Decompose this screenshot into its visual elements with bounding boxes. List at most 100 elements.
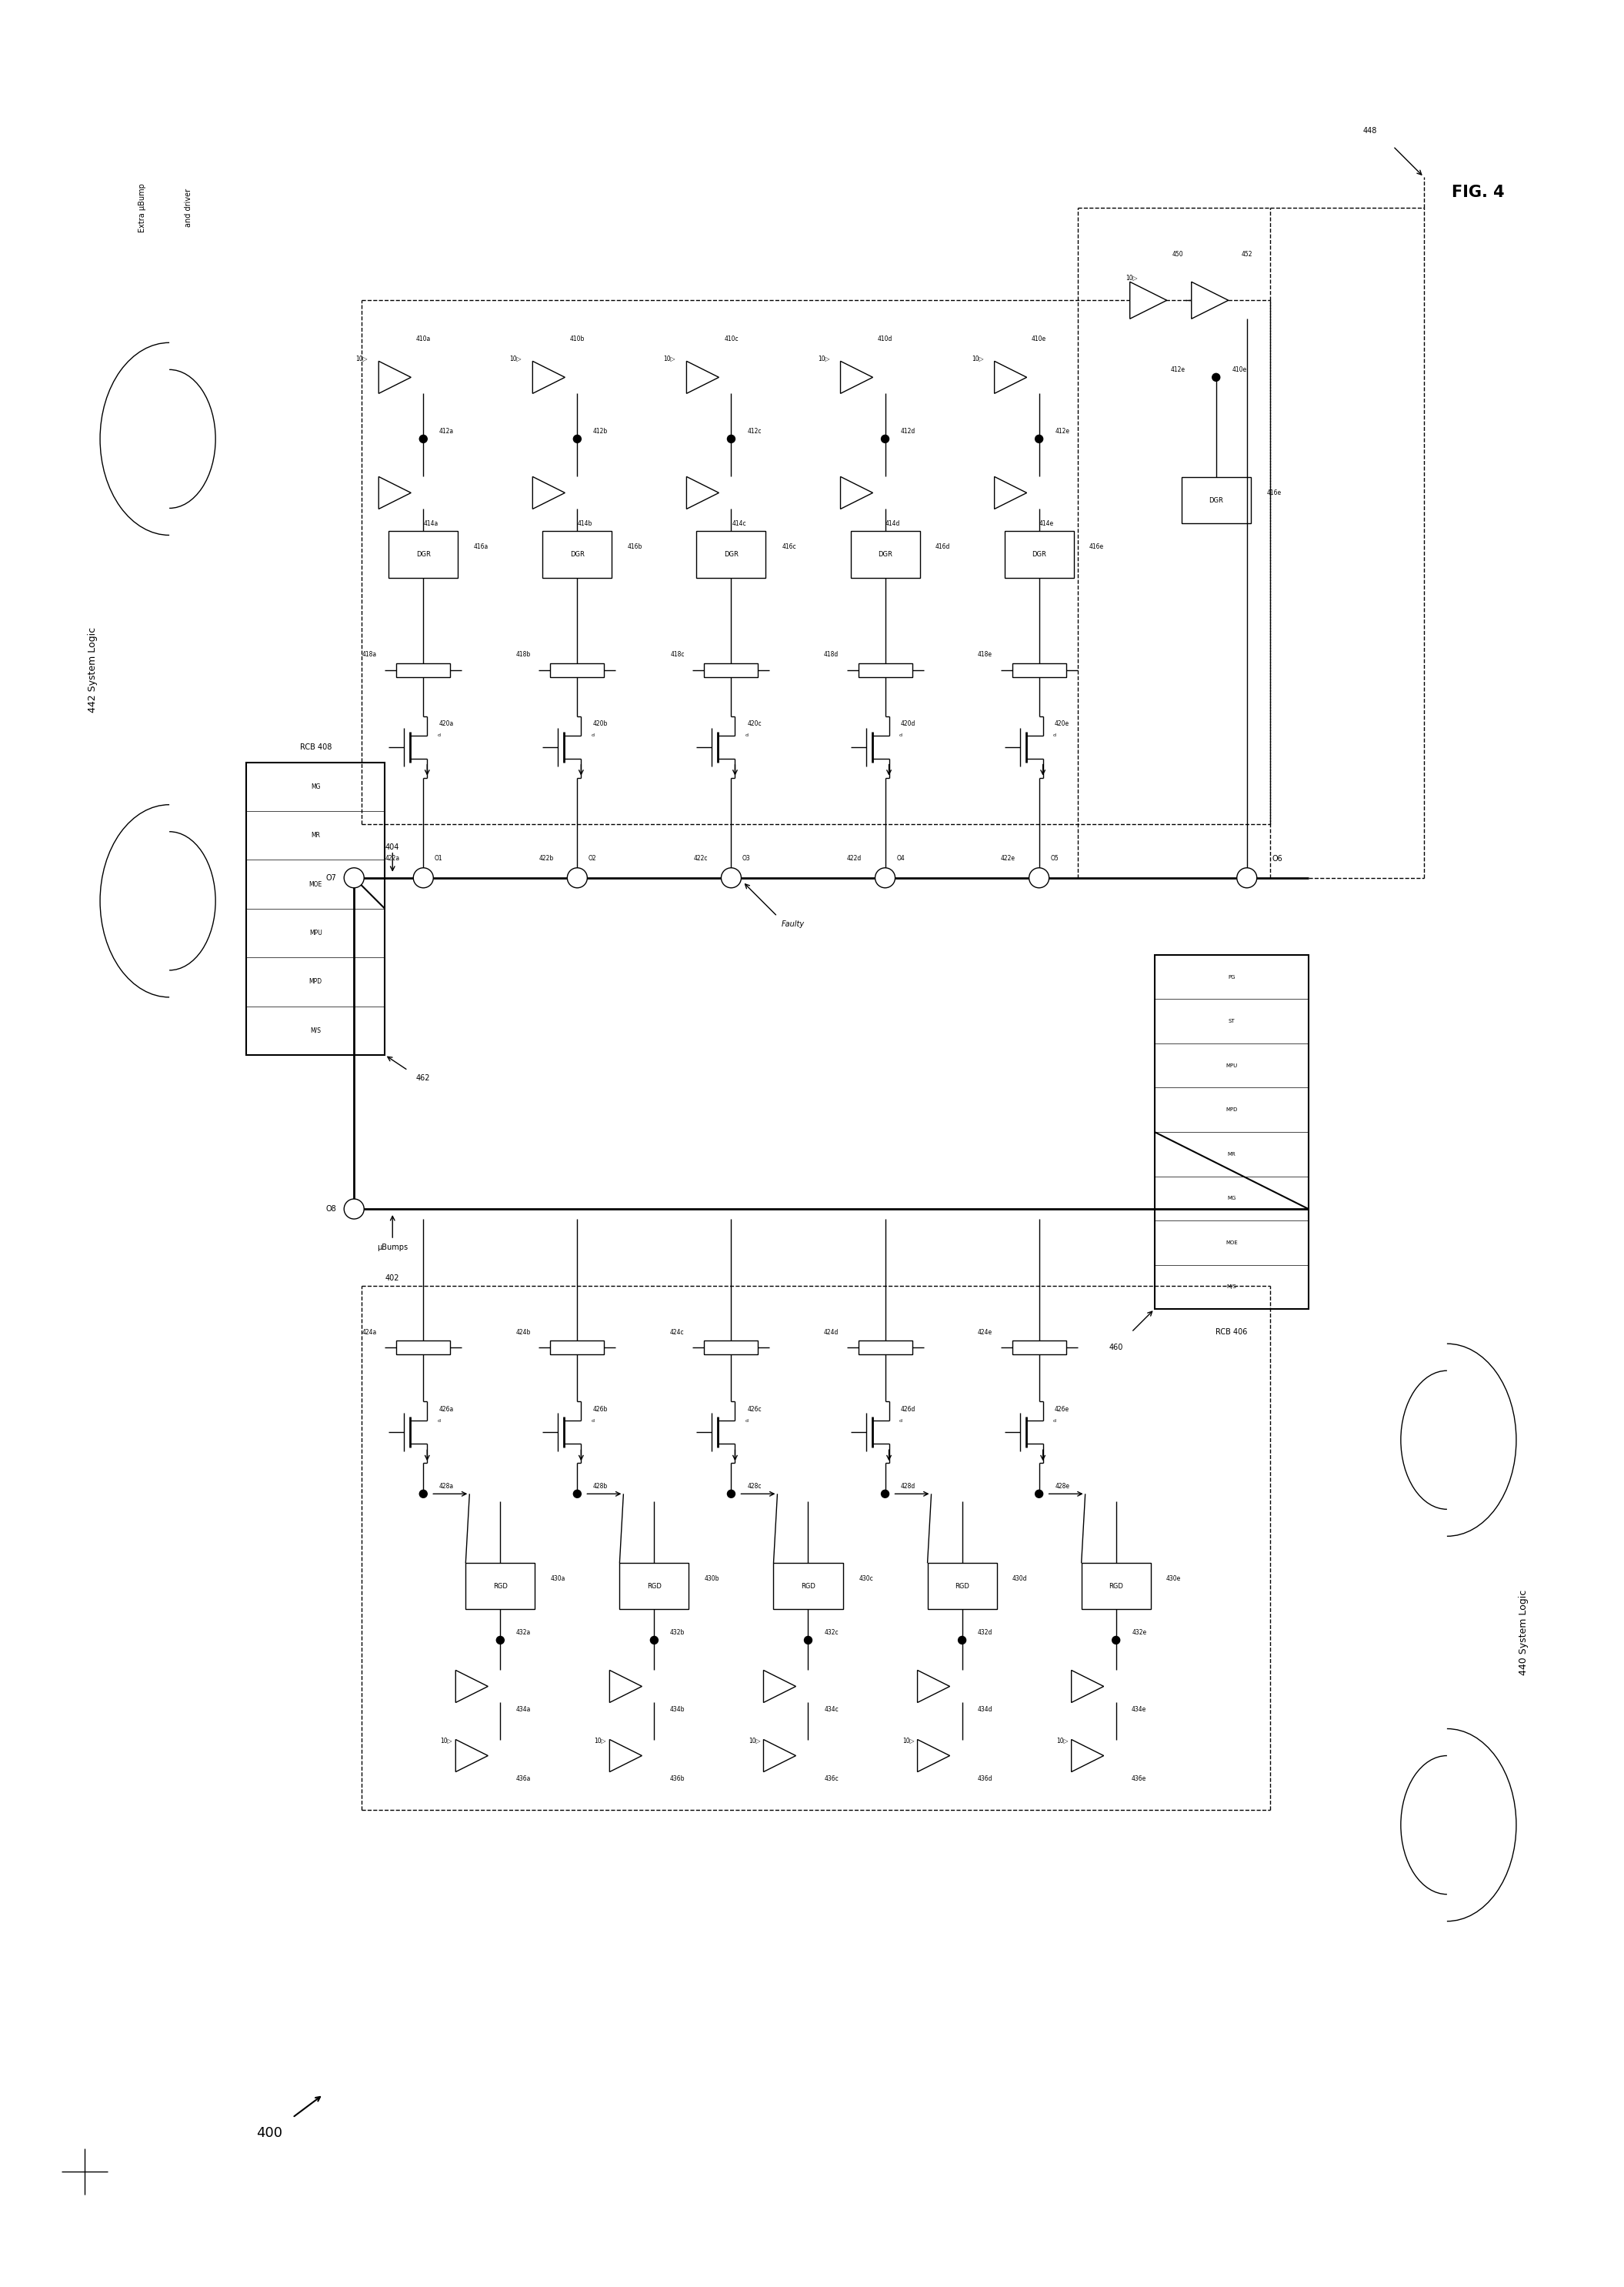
Circle shape bbox=[419, 435, 427, 444]
Text: 432e: 432e bbox=[1132, 1628, 1147, 1635]
Text: d: d bbox=[745, 1418, 749, 1423]
Circle shape bbox=[497, 1635, 503, 1644]
Text: 434b: 434b bbox=[669, 1706, 685, 1713]
Text: 414c: 414c bbox=[732, 519, 745, 526]
Text: M/S: M/S bbox=[310, 1027, 322, 1034]
Text: MR: MR bbox=[1228, 1153, 1236, 1157]
Text: 432c: 432c bbox=[823, 1628, 838, 1635]
Text: RCB 406: RCB 406 bbox=[1215, 1329, 1247, 1336]
Text: 428b: 428b bbox=[593, 1482, 607, 1489]
Text: DGR: DGR bbox=[570, 551, 585, 558]
Text: 432d: 432d bbox=[978, 1628, 992, 1635]
Bar bbox=[857, 1340, 913, 1354]
Polygon shape bbox=[687, 476, 719, 510]
Text: O2: O2 bbox=[588, 855, 596, 862]
Text: 410e: 410e bbox=[1233, 366, 1247, 373]
Text: 412a: 412a bbox=[438, 428, 453, 435]
Polygon shape bbox=[609, 1740, 641, 1772]
Text: 418d: 418d bbox=[823, 652, 838, 659]
Text: 424e: 424e bbox=[978, 1329, 992, 1336]
Bar bbox=[247, 762, 385, 1054]
Polygon shape bbox=[841, 361, 872, 393]
Text: d: d bbox=[1052, 1418, 1056, 1423]
Text: 434e: 434e bbox=[1132, 1706, 1147, 1713]
Text: 426a: 426a bbox=[438, 1407, 453, 1413]
Text: 430b: 430b bbox=[705, 1576, 719, 1583]
Circle shape bbox=[567, 867, 588, 887]
Text: 426b: 426b bbox=[593, 1407, 607, 1413]
Text: 410a: 410a bbox=[416, 336, 430, 343]
Bar bbox=[1004, 531, 1073, 579]
Text: 432b: 432b bbox=[669, 1628, 685, 1635]
Text: d: d bbox=[591, 734, 594, 736]
Polygon shape bbox=[1130, 281, 1166, 318]
Polygon shape bbox=[1192, 281, 1228, 318]
Bar bbox=[705, 663, 758, 677]
Circle shape bbox=[1034, 435, 1043, 444]
Polygon shape bbox=[1072, 1670, 1104, 1702]
Text: 416a: 416a bbox=[474, 544, 489, 551]
Text: 412e: 412e bbox=[1171, 366, 1186, 373]
Text: 10▷: 10▷ bbox=[664, 354, 676, 361]
Text: M/S: M/S bbox=[1226, 1285, 1236, 1290]
Text: 416c: 416c bbox=[781, 544, 796, 551]
Text: 442 System Logic: 442 System Logic bbox=[88, 627, 97, 714]
Text: 436a: 436a bbox=[516, 1775, 531, 1782]
Circle shape bbox=[882, 435, 888, 444]
Text: 422b: 422b bbox=[539, 855, 554, 862]
Circle shape bbox=[573, 1491, 581, 1498]
Text: d: d bbox=[591, 1418, 594, 1423]
Text: 424d: 424d bbox=[823, 1329, 838, 1336]
Text: DGR: DGR bbox=[1208, 496, 1223, 503]
Bar bbox=[697, 531, 767, 579]
Text: 402: 402 bbox=[385, 1274, 400, 1283]
Text: MPU: MPU bbox=[309, 929, 322, 935]
Text: 414d: 414d bbox=[885, 519, 900, 526]
Polygon shape bbox=[918, 1670, 950, 1702]
Text: d: d bbox=[900, 734, 901, 736]
Polygon shape bbox=[378, 476, 411, 510]
Circle shape bbox=[419, 1491, 427, 1498]
Bar bbox=[551, 1340, 604, 1354]
Text: 426c: 426c bbox=[747, 1407, 762, 1413]
Text: 10▷: 10▷ bbox=[817, 354, 830, 361]
Circle shape bbox=[1237, 867, 1257, 887]
Circle shape bbox=[958, 1635, 966, 1644]
Text: FIG. 4: FIG. 4 bbox=[1452, 185, 1504, 201]
Circle shape bbox=[882, 1491, 888, 1498]
Circle shape bbox=[1030, 867, 1049, 887]
Text: 420b: 420b bbox=[593, 720, 607, 727]
Text: 430d: 430d bbox=[1012, 1576, 1028, 1583]
Text: μBumps: μBumps bbox=[377, 1244, 408, 1251]
Bar bbox=[927, 1564, 997, 1610]
Text: d: d bbox=[900, 1418, 901, 1423]
Text: 428e: 428e bbox=[1056, 1482, 1070, 1489]
Bar bbox=[1012, 1340, 1065, 1354]
Text: 10▷: 10▷ bbox=[903, 1736, 914, 1743]
Text: RGD: RGD bbox=[955, 1583, 970, 1589]
Polygon shape bbox=[841, 476, 872, 510]
Text: Extra μBump: Extra μBump bbox=[138, 183, 146, 233]
Polygon shape bbox=[763, 1740, 796, 1772]
Text: 426e: 426e bbox=[1054, 1407, 1070, 1413]
Circle shape bbox=[804, 1635, 812, 1644]
Text: 434c: 434c bbox=[823, 1706, 838, 1713]
Text: 420a: 420a bbox=[438, 720, 453, 727]
Text: O4: O4 bbox=[896, 855, 905, 862]
Text: 428d: 428d bbox=[901, 1482, 916, 1489]
Text: RGD: RGD bbox=[1109, 1583, 1124, 1589]
Text: 10▷: 10▷ bbox=[1056, 1736, 1069, 1743]
Text: 436c: 436c bbox=[823, 1775, 838, 1782]
Polygon shape bbox=[687, 361, 719, 393]
Polygon shape bbox=[994, 476, 1026, 510]
Text: 436e: 436e bbox=[1132, 1775, 1147, 1782]
Circle shape bbox=[344, 867, 364, 887]
Polygon shape bbox=[533, 476, 565, 510]
Text: RGD: RGD bbox=[494, 1583, 508, 1589]
Circle shape bbox=[573, 435, 581, 444]
Text: d: d bbox=[437, 1418, 440, 1423]
Text: 420c: 420c bbox=[747, 720, 762, 727]
Text: PG: PG bbox=[1228, 974, 1236, 979]
Text: 430c: 430c bbox=[859, 1576, 874, 1583]
Text: 410c: 410c bbox=[724, 336, 739, 343]
